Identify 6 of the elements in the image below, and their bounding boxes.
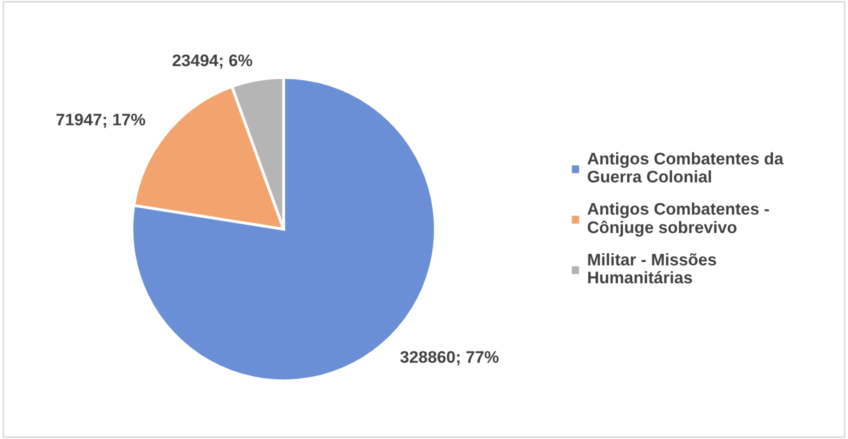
data-label: 71947; 17% — [56, 114, 146, 128]
legend-label: Antigos Combatentes - Cônjuge sobrevivo — [588, 202, 769, 237]
data-label: 23494; 6% — [172, 54, 252, 69]
legend-label: Militar - Missões Humanitárias — [588, 253, 716, 284]
legend-label: Antigos Combatentes da Guerra Colonial — [588, 152, 784, 183]
data-label: 328860; 77% — [400, 351, 499, 366]
